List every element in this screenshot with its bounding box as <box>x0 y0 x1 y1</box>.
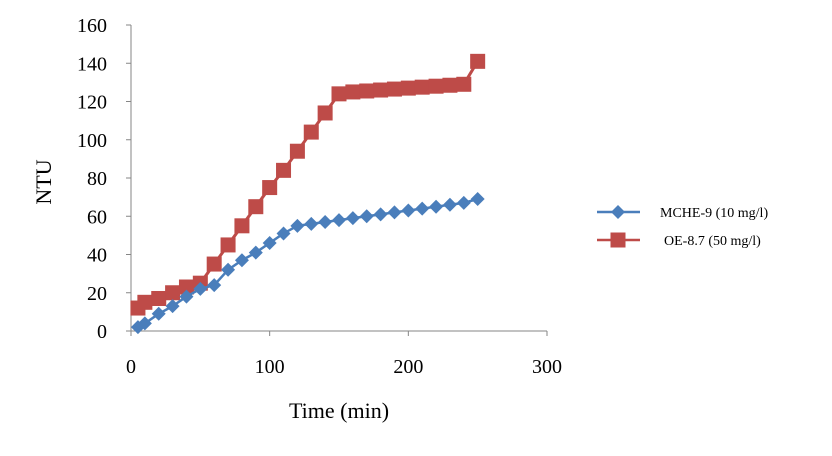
data-point <box>359 209 374 224</box>
x-tick-label: 200 <box>393 356 423 378</box>
data-point <box>207 278 222 293</box>
y-tick-label: 80 <box>87 168 107 190</box>
data-point <box>332 213 346 228</box>
y-axis-title: NTU <box>31 159 56 204</box>
data-point <box>276 162 292 178</box>
series-oe <box>130 53 486 316</box>
data-point <box>276 226 291 241</box>
legend-label: OE-8.7 (50 mg/l) <box>664 234 761 249</box>
data-point <box>345 211 360 226</box>
series-mche <box>130 192 485 335</box>
y-tick-label: 120 <box>77 92 107 114</box>
data-point <box>151 290 167 306</box>
legend-entry: MCHE-9 (10 mg/l) <box>597 205 768 221</box>
data-point <box>248 199 264 215</box>
x-axis-title: Time (min) <box>289 398 389 423</box>
data-point <box>386 81 402 97</box>
data-point <box>401 203 416 218</box>
data-point <box>262 236 277 251</box>
data-point <box>234 218 250 234</box>
data-point <box>165 299 180 314</box>
data-point <box>234 253 249 268</box>
y-tick-label: 160 <box>77 15 107 37</box>
data-point <box>456 76 472 92</box>
y-tick-label: 140 <box>77 53 107 75</box>
data-point <box>428 78 444 94</box>
data-point <box>137 316 152 331</box>
data-point <box>470 192 485 207</box>
data-point <box>193 281 208 296</box>
data-point <box>414 79 430 95</box>
data-point <box>345 84 361 100</box>
data-point <box>137 294 153 310</box>
y-tick-label: 40 <box>87 245 107 267</box>
data-point <box>179 289 194 304</box>
data-point <box>304 216 319 231</box>
data-point <box>456 195 471 210</box>
legend: MCHE-9 (10 mg/l) OE-8.7 (50 mg/l) <box>597 205 768 249</box>
x-tick-label: 0 <box>126 356 136 378</box>
data-point <box>290 218 305 233</box>
data-point <box>289 143 305 159</box>
data-point <box>303 124 319 140</box>
y-tick-label: 0 <box>97 321 107 343</box>
data-point <box>221 262 236 277</box>
data-point <box>248 245 263 260</box>
series-layer <box>130 53 486 335</box>
data-point <box>373 82 389 98</box>
x-tick-label: 300 <box>532 356 562 378</box>
data-point <box>373 207 388 222</box>
data-point <box>151 306 166 321</box>
data-point <box>178 279 194 295</box>
data-point <box>206 256 222 272</box>
y-tick-label: 100 <box>77 130 107 152</box>
legend-label: MCHE-9 (10 mg/l) <box>660 206 768 221</box>
legend-marker <box>610 232 626 248</box>
axes: 0 20 40 60 80 100 120 140 160 0 100 200 300 <box>77 15 562 378</box>
y-tick-label: 20 <box>87 283 107 305</box>
data-point <box>442 197 457 212</box>
series-line <box>136 60 479 310</box>
data-point <box>429 199 444 214</box>
x-tick-label: 100 <box>255 356 285 378</box>
data-point <box>387 205 402 220</box>
series-line <box>137 197 478 329</box>
legend-marker <box>611 205 625 219</box>
data-point <box>359 83 375 99</box>
data-point <box>400 80 416 96</box>
data-point <box>442 77 458 93</box>
y-tick-label: 60 <box>87 206 107 228</box>
data-point <box>165 285 181 301</box>
data-point <box>331 86 347 102</box>
data-point <box>220 237 236 253</box>
data-point <box>415 201 430 216</box>
data-point <box>262 180 278 196</box>
legend-entry: OE-8.7 (50 mg/l) <box>597 232 761 249</box>
data-point <box>470 53 486 69</box>
data-point <box>317 105 333 121</box>
data-point <box>318 214 333 229</box>
